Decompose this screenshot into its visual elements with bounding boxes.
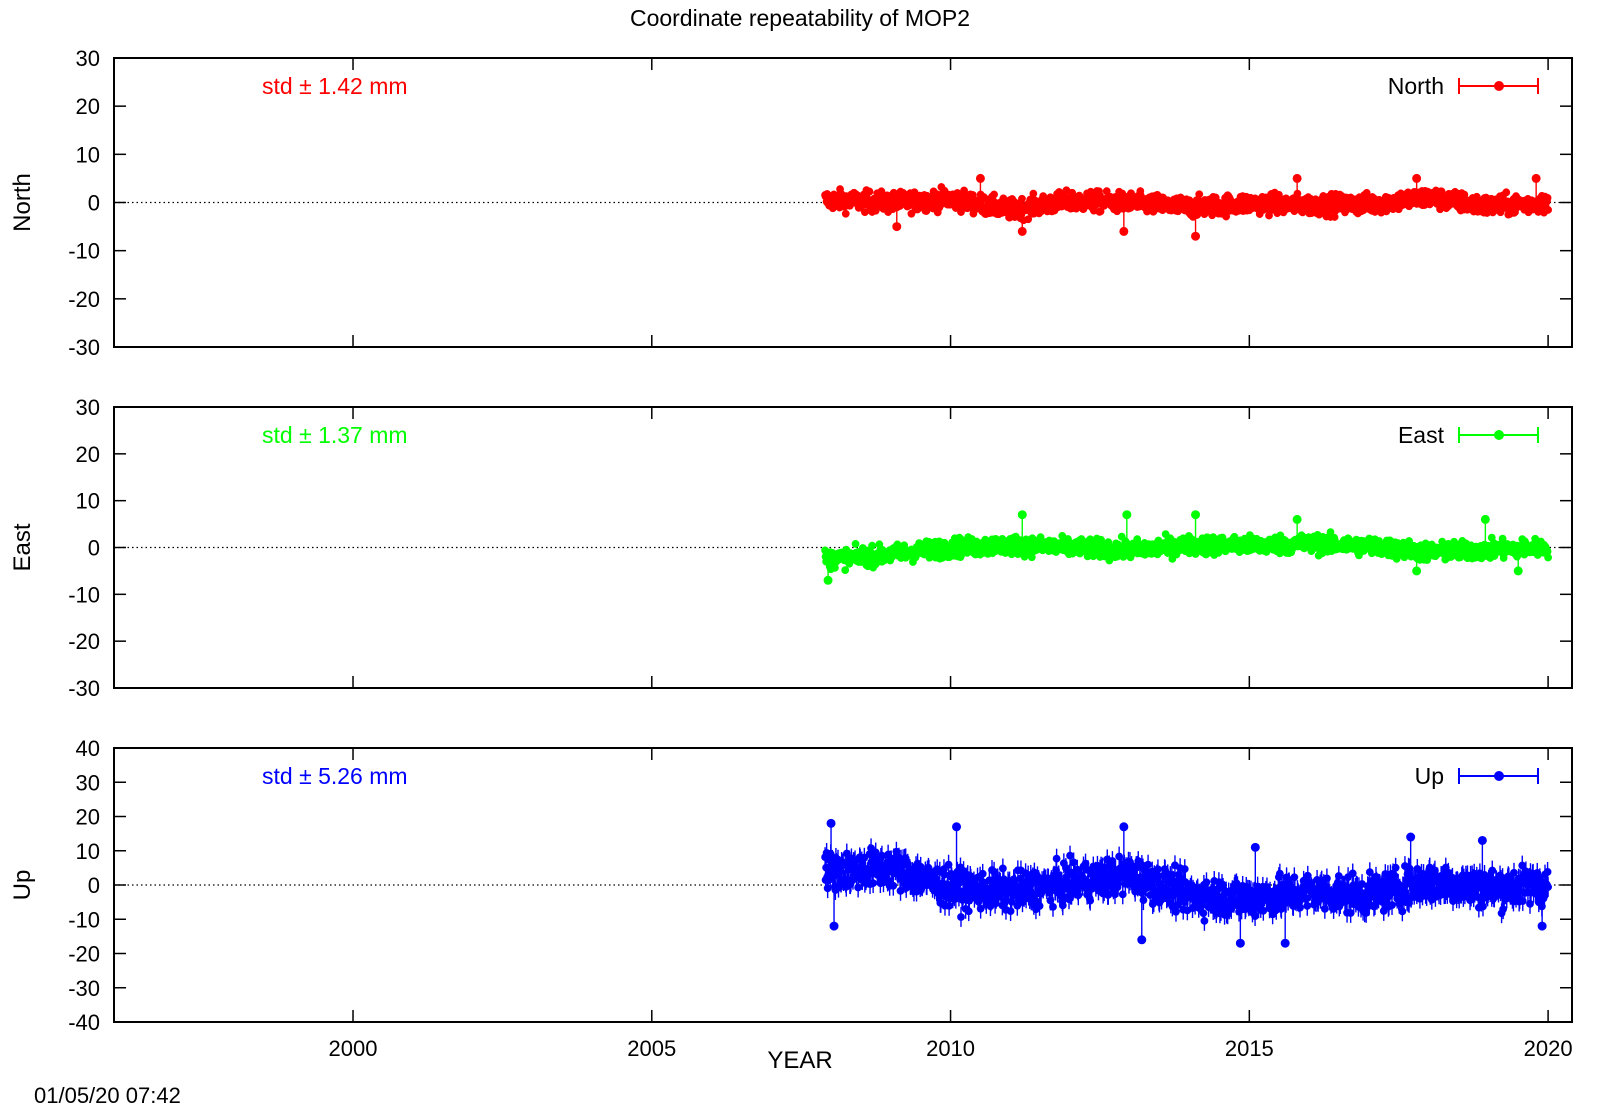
data-point [851,540,860,548]
data-point [1195,190,1204,199]
y-tick-label: -30 [68,676,100,701]
data-point [841,566,850,575]
y-tick-label: -30 [68,335,100,360]
y-axis-label-north: North [9,173,36,232]
data-point [1020,552,1029,561]
legend-label-east: East [1398,422,1445,448]
data-point-outlier [1191,231,1201,241]
y-tick-label: 30 [76,395,100,420]
y-tick-label: -20 [68,287,100,312]
data-point [877,187,886,196]
data-point-outlier [1292,173,1302,183]
panel-east: 30 20 10 0 -10 -20 -30 East std ± 1.37 mm East [9,395,1573,701]
data-point-outlier [1531,173,1541,183]
data-point [865,187,874,196]
legend-marker-east [1494,430,1504,440]
y-tick-label: -20 [68,629,100,654]
legend-marker-north [1494,81,1504,91]
std-label-north: std ± 1.42 mm [262,73,408,99]
data-point-outlier [892,222,902,232]
data-point [1018,194,1026,203]
y-tick-label: 0 [88,536,100,561]
data-point-outlier [1412,173,1422,183]
data-point [841,209,850,218]
data-series-east [821,510,1552,585]
y-tick-label: 30 [76,46,100,71]
std-label-east: std ± 1.37 mm [262,422,408,448]
data-point [1543,193,1552,202]
data-point [868,541,877,550]
y-tick-label: -10 [68,239,100,264]
data-point [1024,215,1033,224]
data-point [1029,189,1038,198]
y-tick-label: 0 [88,191,100,216]
panel-north: 30 20 10 0 -10 -20 -30 North std ± 1.42 mm North [9,46,1573,360]
y-tick-label: 20 [76,94,100,119]
legend-label-north: North [1388,73,1444,99]
y-tick-label: 20 [76,442,100,467]
data-point [990,190,998,199]
y-tick-label: -10 [68,582,100,607]
data-point-outlier [1017,226,1027,236]
data-point [1502,188,1511,197]
y-tick-label: 10 [76,142,100,167]
data-point [1544,205,1552,214]
chart-title: Coordinate repeatability of MOP2 [630,5,970,31]
y-axis-label-east: East [9,523,36,571]
data-point-outlier [1119,226,1129,236]
data-series-north [821,173,1552,241]
data-point-outlier [975,173,985,183]
y-tick-label: 10 [76,489,100,514]
